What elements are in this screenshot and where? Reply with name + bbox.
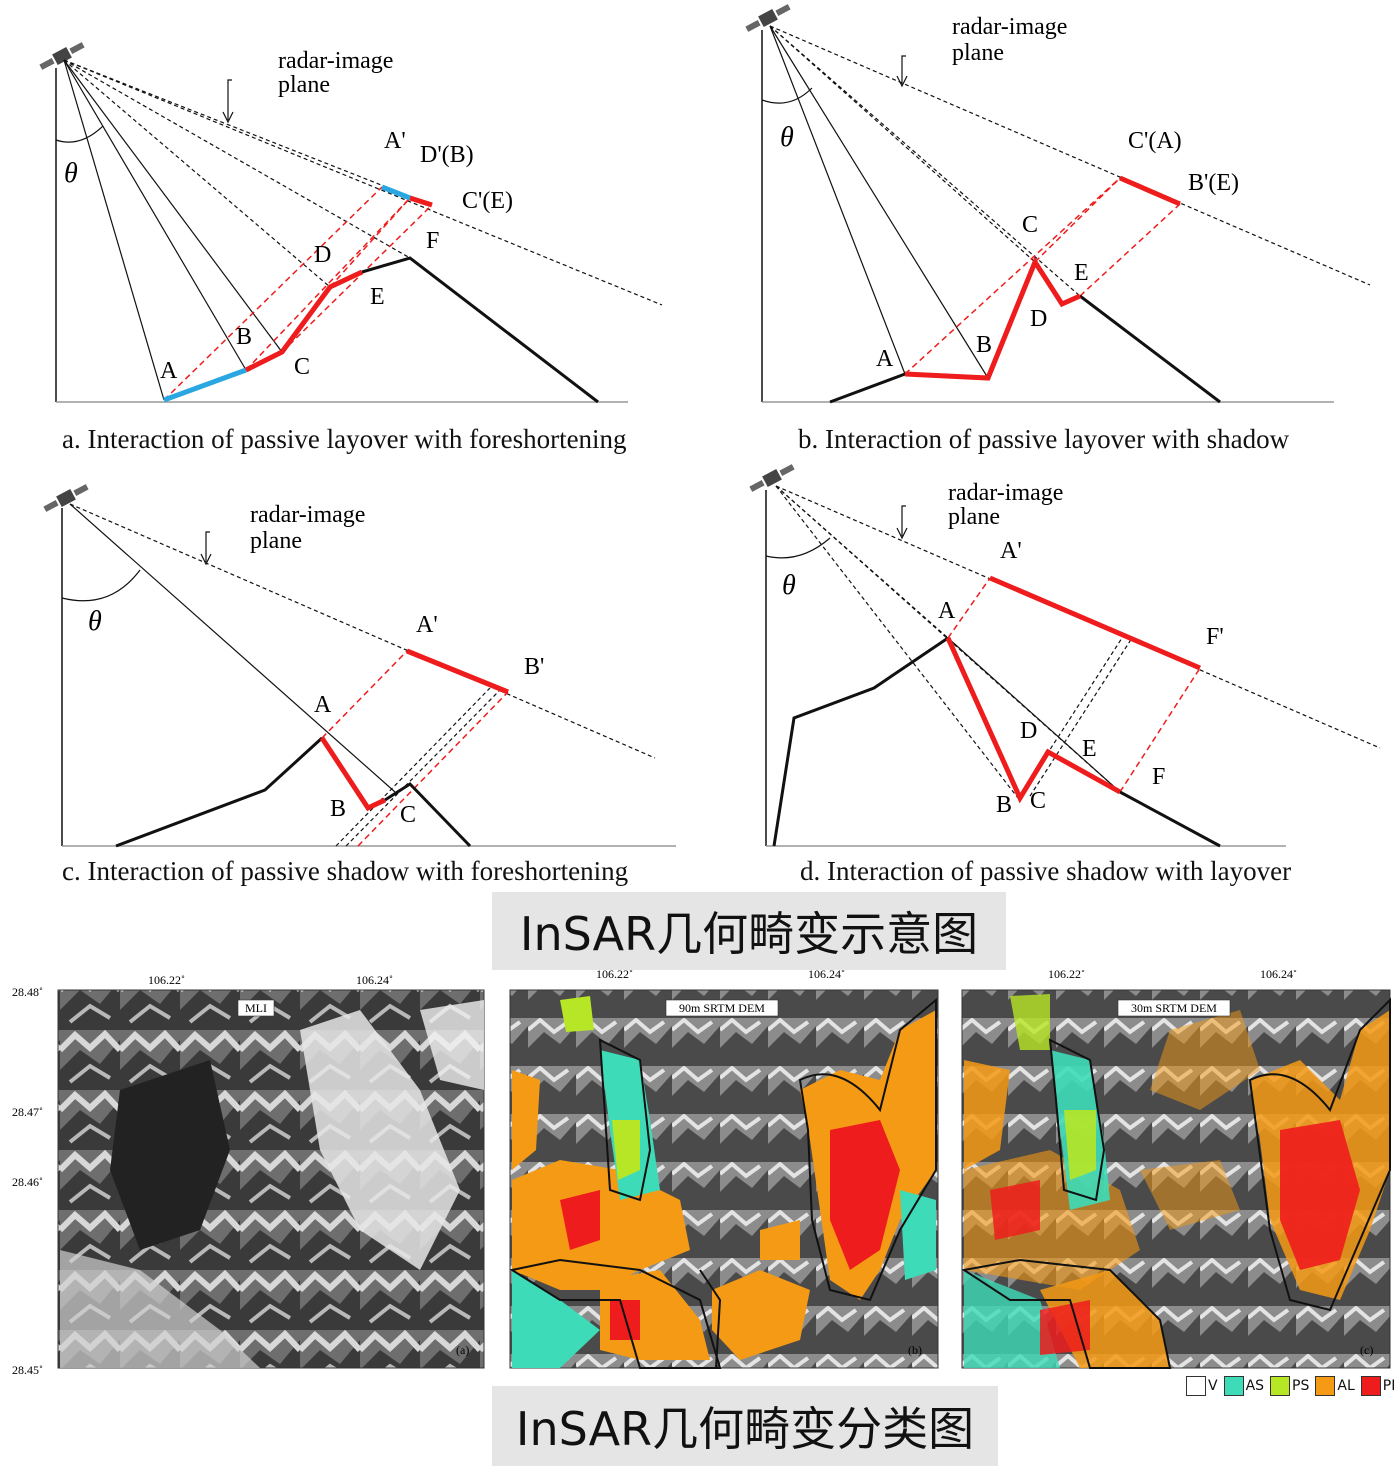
point-a-label: A (938, 598, 956, 624)
legend-item-as: AS (1223, 1376, 1264, 1396)
lat-label-2: 28.47˚ (12, 1105, 43, 1119)
satellite-icon (43, 484, 89, 512)
proj-c-label: C'(E) (462, 188, 513, 214)
plane-label: radar-image (250, 502, 365, 528)
proj-b-label: B'(E) (1188, 170, 1239, 196)
satellite-icon (745, 4, 791, 32)
diagram-a: radar-image plane θ A B C D E F A' D'(B)… (39, 42, 663, 404)
plane-label: radar-image (952, 14, 1067, 40)
lat-label-3: 28.46˚ (12, 1175, 43, 1189)
point-f-label: F (426, 228, 439, 254)
point-b-label: B (330, 796, 346, 822)
caption-d: d. Interaction of passive shadow with la… (800, 856, 1292, 886)
lat-label-4: 28.45˚ (12, 1363, 43, 1377)
map-srtm-90m: 90m SRTM DEM (b) (509, 989, 939, 1369)
plane-label-2: plane (948, 504, 1000, 530)
map-title: 90m SRTM DEM (679, 1001, 765, 1015)
theta-label: θ (782, 570, 796, 601)
diagram-c: radar-image plane θ A B C A' B' (43, 484, 676, 848)
plane-label: radar-image (278, 48, 393, 74)
classification-maps: 106.22˚ 106.24˚ 106.22˚ 106.24˚ 106.22˚ … (12, 970, 1391, 1377)
lon-label-1: 106.22˚ (596, 970, 633, 981)
lat-label-1: 28.48˚ (12, 985, 43, 999)
proj-a-label: A' (1000, 538, 1022, 564)
proj-a-label: A' (384, 128, 406, 154)
point-f-label: F (1152, 764, 1165, 790)
plane-label-2: plane (952, 40, 1004, 66)
point-a-label: A (160, 358, 178, 384)
point-c-label: C (294, 354, 310, 380)
point-a-label: A (876, 346, 894, 372)
satellite-icon (749, 464, 795, 492)
proj-b-label: B' (524, 654, 544, 680)
caption-b: b. Interaction of passive layover with s… (798, 424, 1290, 454)
map-tag: (a) (456, 1343, 469, 1357)
caption-a: a. Interaction of passive layover with f… (62, 424, 627, 454)
map-title: 30m SRTM DEM (1131, 1001, 1217, 1015)
lon-label-1: 106.22˚ (148, 973, 185, 987)
legend-item-v: V (1186, 1376, 1218, 1396)
proj-a-label: A' (416, 612, 438, 638)
point-e-label: E (370, 284, 385, 310)
lon-label-1: 106.22˚ (1048, 970, 1085, 981)
proj-f-label: F' (1206, 624, 1224, 650)
point-b-label: B (236, 324, 252, 350)
point-d-label: D (314, 242, 331, 268)
legend-item-ps: PS (1270, 1376, 1309, 1396)
point-c-label: C (400, 802, 416, 828)
map-tag: (b) (908, 1343, 922, 1357)
point-d-label: D (1030, 306, 1047, 332)
plane-label: radar-image (948, 480, 1063, 506)
proj-d-label: D'(B) (420, 142, 474, 168)
plane-label-2: plane (278, 72, 330, 98)
diagram-d: radar-image plane θ A B C D E F A' F' (749, 464, 1381, 848)
satellite-icon (39, 42, 85, 70)
legend-item-al: AL (1315, 1376, 1355, 1396)
point-b-label: B (976, 332, 992, 358)
point-c-label: C (1022, 212, 1038, 238)
point-e-label: E (1082, 736, 1097, 762)
lon-label-2: 106.24˚ (356, 973, 393, 987)
caption-c: c. Interaction of passive shadow with fo… (62, 856, 629, 886)
plane-label-2: plane (250, 528, 302, 554)
point-c-label: C (1030, 788, 1046, 814)
legend: V AS PS AL PL (1186, 1376, 1394, 1396)
point-d-label: D (1020, 718, 1037, 744)
theta-label: θ (88, 606, 102, 637)
proj-c-label: C'(A) (1128, 128, 1182, 154)
banner-classification: InSAR几何畸变分类图 (492, 1386, 998, 1466)
map-title: MLI (245, 1001, 267, 1015)
map-tag: (c) (1360, 1343, 1373, 1357)
map-srtm-30m: 30m SRTM DEM (c) (961, 989, 1391, 1369)
theta-label: θ (780, 122, 794, 153)
banner-schematic: InSAR几何畸变示意图 (492, 892, 1006, 970)
diagram-b: radar-image plane θ A B C D E C'(A) B'(E… (745, 4, 1371, 404)
legend-item-pl: PL (1360, 1376, 1394, 1396)
point-b-label: B (996, 792, 1012, 818)
theta-label: θ (64, 158, 78, 189)
point-a-label: A (314, 692, 332, 718)
lon-label-2: 106.24˚ (1260, 970, 1297, 981)
point-e-label: E (1074, 260, 1089, 286)
lon-label-2: 106.24˚ (808, 970, 845, 981)
map-mli: MLI (a) (57, 989, 485, 1369)
